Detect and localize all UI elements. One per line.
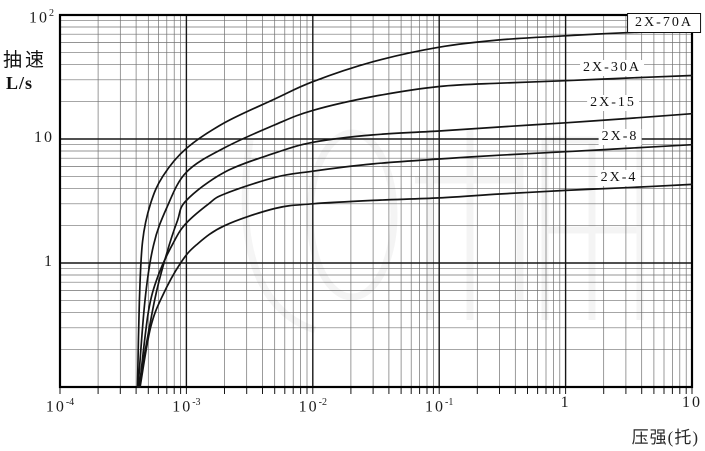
- curve-label-2x-70a: 2X-70A: [627, 13, 701, 33]
- x-tick-label: 10: [682, 394, 702, 411]
- curve-label-2x-15: 2X-15: [587, 95, 639, 111]
- y-tick-label: 102: [29, 8, 54, 27]
- x-tick-label: 10-4: [45, 397, 75, 416]
- x-tick-label: 1: [560, 394, 571, 411]
- curve-2x-70a: [136, 29, 693, 388]
- curve-label-2x-8: 2X-8: [598, 129, 642, 145]
- pump-curves: [136, 29, 693, 388]
- x-tick-label: 10-3: [172, 397, 201, 416]
- y-tick-label: 1: [44, 253, 54, 270]
- x-axis-ticks: [59, 388, 693, 394]
- curve-label-2x-30a: 2X-30A: [580, 60, 644, 76]
- curve-2x-8: [138, 143, 693, 388]
- y-tick-label: 10: [34, 129, 54, 146]
- x-tick-label: 10-1: [425, 397, 454, 416]
- y-axis-title: 抽速: [3, 50, 48, 71]
- curve-label-2x-4: 2X-4: [597, 170, 641, 186]
- plot-border: [58, 13, 694, 389]
- y-axis-unit: L/s: [6, 73, 34, 93]
- x-axis-title: 压强(托): [631, 428, 699, 447]
- curve-2x-30a: [137, 74, 693, 388]
- curve-2x-15: [137, 112, 693, 388]
- curve-2x-4: [139, 183, 693, 388]
- x-tick-label: 10-2: [298, 397, 327, 416]
- watermark: [241, 129, 644, 334]
